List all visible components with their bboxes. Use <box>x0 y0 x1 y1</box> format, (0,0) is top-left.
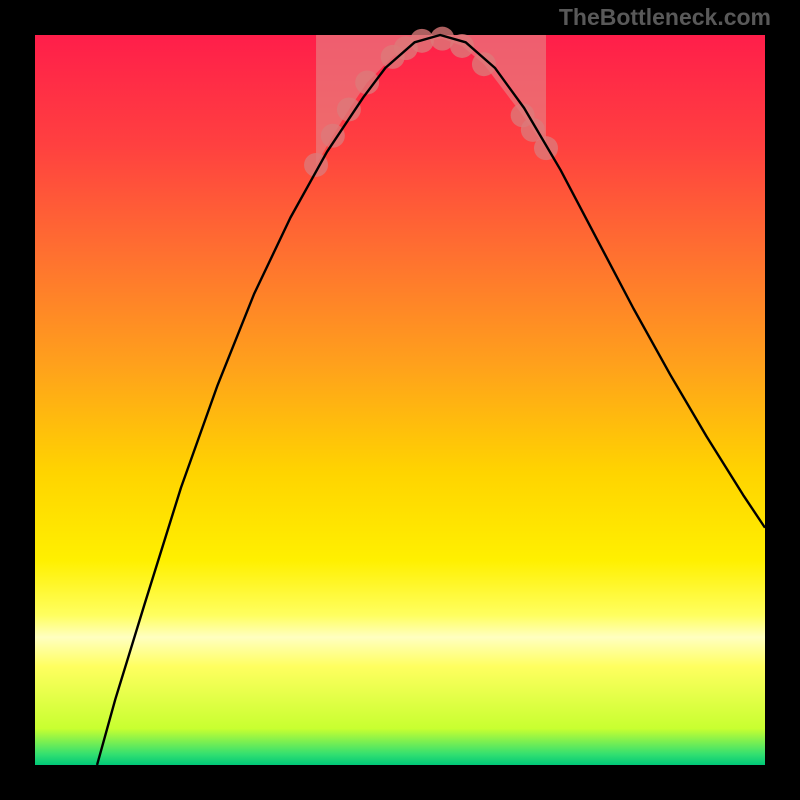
chart-gradient-bg <box>35 35 765 765</box>
bottleneck-chart <box>0 0 800 800</box>
watermark-text: TheBottleneck.com <box>559 4 771 31</box>
zone-marker <box>534 136 558 160</box>
